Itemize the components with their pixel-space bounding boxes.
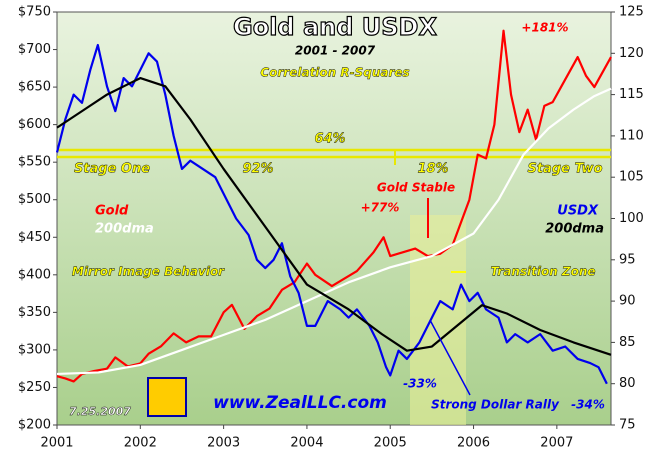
annotation: Gold Stable [377,181,455,195]
annotation: +77% [361,201,400,215]
y2-tick-label: 85 [619,335,636,350]
annotation: -33% [403,377,437,391]
series-line [55,43,608,385]
annotation: 18% [417,162,448,177]
annotation: Stage One [74,162,150,177]
y-tick-label: $350 [18,305,51,320]
transition-zone [410,215,466,425]
y2-tick-label: 95 [619,252,636,267]
annotation: Correlation R-Squares [260,66,409,80]
y2-tick-label: 120 [619,46,644,61]
y-tick-label: $600 [18,117,51,132]
annotation: -34% [571,398,605,412]
x-tick-label: 2003 [207,436,240,451]
y2-tick-label: 105 [619,170,644,185]
y-tick-label: $450 [18,230,51,245]
y2-tick-label: 80 [619,376,636,391]
x-tick-label: 2006 [457,436,490,451]
y-tick-label: $400 [18,267,51,282]
series-line [56,87,612,376]
y2-tick-label: 75 [619,418,636,433]
y-tick-label: $300 [18,342,51,357]
y2-tick-label: 115 [619,87,644,102]
annotation: Mirror Image Behavior [72,265,225,279]
x-tick-label: 2001 [40,436,73,451]
y2-tick-label: 110 [619,128,644,143]
x-tick-label: 2004 [290,436,323,451]
x-tick-label: 2007 [540,436,573,451]
x-tick-label: 2002 [124,436,157,451]
arrow [429,319,471,396]
series-label: USDX [557,204,599,219]
y2-tick-label: 100 [619,211,644,226]
series-line [56,76,612,356]
annotation: 7.25.2007 [69,405,131,418]
logo [147,377,187,417]
annotation: 64% [314,132,345,147]
y2-tick-label: 90 [619,294,636,309]
y-tick-label: $750 [18,5,51,20]
annotation: Transition Zone [490,265,595,279]
y-tick-label: $500 [18,192,51,207]
series-label: Gold [95,204,129,219]
series-label: 200dma [545,222,604,237]
annotation: www.ZealLLC.com [213,393,387,413]
y-tick-label: $650 [18,80,51,95]
y-tick-label: $250 [18,380,51,395]
y-tick-label: $700 [18,42,51,57]
chart-title: Gold and USDX [233,13,437,41]
series-line [56,29,612,383]
y-tick-label: $550 [18,155,51,170]
x-tick-label: 2005 [374,436,407,451]
annotation: +181% [521,21,568,35]
annotation: Strong Dollar Rally [431,398,560,412]
chart-subtitle: 2001 - 2007 [295,44,376,58]
annotation: Stage Two [527,162,602,177]
y2-tick-label: 125 [619,5,644,20]
y-tick-label: $200 [18,418,51,433]
annotation: 92% [242,162,273,177]
series-label: 200dma [95,222,154,237]
